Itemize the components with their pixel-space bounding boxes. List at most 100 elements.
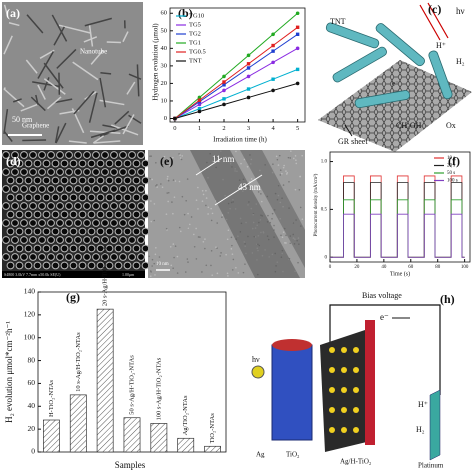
- noise: [244, 263, 246, 265]
- pore: [110, 185, 118, 193]
- texture-line: [88, 23, 94, 47]
- panel-label: (d): [6, 154, 21, 168]
- pore: [87, 227, 96, 236]
- ag-dot: [341, 367, 347, 373]
- point: [197, 106, 202, 111]
- pore: [2, 219, 10, 227]
- pore: [11, 236, 19, 244]
- noise: [201, 271, 203, 273]
- pore: [2, 236, 10, 244]
- legend-label: TG1: [189, 39, 201, 46]
- pore: [33, 261, 42, 270]
- panel-a: (a) Nanotube Graphene 50 nm: [2, 2, 143, 145]
- point: [197, 109, 202, 114]
- noise: [287, 156, 290, 159]
- pore: [141, 261, 150, 270]
- pore: [51, 176, 60, 185]
- pore: [42, 244, 51, 253]
- noise: [181, 155, 184, 157]
- pore: [60, 176, 69, 185]
- bar: [204, 445, 221, 453]
- noise: [299, 206, 302, 209]
- noise: [292, 222, 295, 224]
- point: [295, 11, 300, 16]
- noise: [158, 256, 161, 258]
- noise: [250, 158, 253, 161]
- texture-line: [102, 124, 118, 129]
- pore: [24, 227, 33, 236]
- noise: [202, 193, 205, 196]
- pore: [96, 159, 105, 168]
- texture-line: [8, 22, 20, 27]
- noise: [272, 163, 274, 165]
- noise: [178, 153, 180, 155]
- texture-line: [56, 48, 77, 69]
- noise: [285, 170, 287, 172]
- texture-line: [55, 122, 67, 144]
- noise: [215, 246, 217, 249]
- noise: [163, 155, 166, 158]
- ag-dot: [341, 347, 347, 353]
- texture-line: [93, 140, 121, 144]
- noise: [149, 177, 151, 180]
- panel-label: (e): [160, 154, 173, 168]
- noise: [274, 192, 277, 195]
- noise: [219, 255, 222, 257]
- pore: [51, 244, 60, 253]
- pore: [83, 185, 91, 193]
- point: [271, 43, 275, 48]
- noise: [161, 157, 164, 160]
- pore: [110, 253, 118, 261]
- noise: [271, 217, 273, 220]
- series-line: [174, 68, 298, 119]
- annotation: TNT: [330, 17, 346, 26]
- x-axis-label: Time (s): [390, 270, 410, 277]
- scale-label: 10 nm: [156, 262, 169, 267]
- pore: [141, 193, 150, 202]
- pore: [92, 202, 100, 210]
- pore: [78, 176, 87, 185]
- legend-label: TG2: [189, 30, 201, 37]
- pore: [110, 202, 118, 210]
- pore: [110, 151, 118, 159]
- pore: [128, 202, 136, 210]
- pore: [6, 193, 15, 202]
- pore: [11, 185, 19, 193]
- noise: [271, 171, 274, 174]
- pore: [47, 185, 55, 193]
- noise: [231, 253, 234, 255]
- pore: [38, 168, 46, 176]
- point: [197, 95, 202, 100]
- pore: [119, 168, 127, 176]
- pore: [141, 227, 150, 236]
- pore: [96, 261, 105, 270]
- pore: [42, 227, 51, 236]
- y-axis-label: H₂ evolution μmol*cm⁻²h⁻¹: [4, 321, 14, 423]
- pore: [51, 261, 60, 270]
- noise: [173, 196, 176, 198]
- noise: [298, 188, 301, 191]
- pore: [56, 168, 64, 176]
- pore: [128, 236, 136, 244]
- y-tick-label: 10: [161, 97, 168, 104]
- noise: [193, 233, 195, 236]
- noise: [211, 212, 214, 215]
- x-tick-label: 0: [173, 125, 176, 132]
- noise: [276, 158, 279, 161]
- pore: [33, 176, 42, 185]
- noise: [153, 219, 155, 222]
- noise: [157, 263, 160, 265]
- pore: [11, 253, 19, 261]
- series-line: [330, 213, 465, 258]
- noise: [210, 264, 212, 267]
- nanotubes: [325, 22, 453, 109]
- annotation: H₂: [456, 57, 465, 66]
- point: [295, 67, 300, 72]
- pore: [11, 151, 19, 159]
- texture-line: [90, 49, 104, 65]
- annotation: Platinum: [418, 462, 444, 470]
- y-tick-label: 0: [31, 447, 35, 456]
- noise: [294, 188, 297, 191]
- y-tick-label: 120: [24, 310, 36, 319]
- pore: [92, 219, 100, 227]
